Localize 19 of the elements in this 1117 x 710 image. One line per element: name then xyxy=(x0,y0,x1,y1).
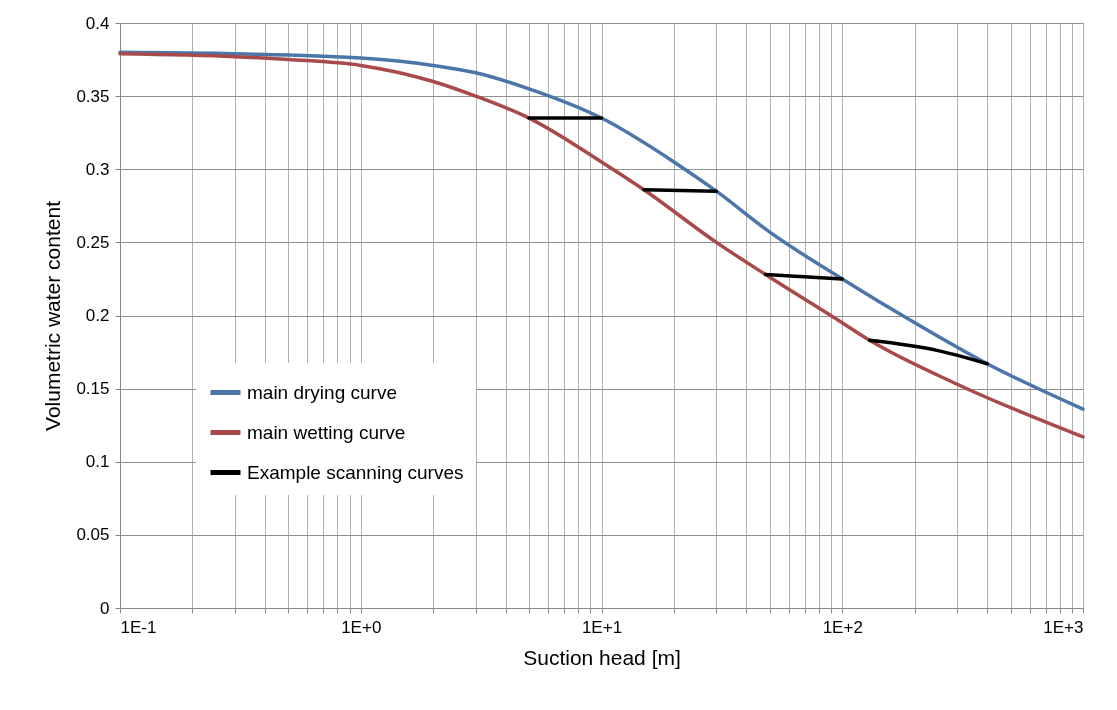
x-tick-label: 1E-1 xyxy=(120,617,157,637)
x-tick-label: 1E+1 xyxy=(581,617,623,637)
x-tick-label: 1E+3 xyxy=(1043,617,1084,637)
x-tick-label: 1E+2 xyxy=(822,617,863,637)
y-tick-label: 0.05 xyxy=(76,525,110,545)
x-tick-label: 1E+0 xyxy=(341,617,382,637)
y-tick-label: 0.25 xyxy=(76,232,110,252)
y-tick-label: 0.1 xyxy=(85,452,110,472)
y-tick-label: 0.15 xyxy=(76,379,110,399)
y-axis-title: Volumetric water content xyxy=(41,200,65,431)
legend-label: Example scanning curves xyxy=(247,461,464,483)
y-tick-label: 0.35 xyxy=(76,86,110,106)
legend-label: main wetting curve xyxy=(247,421,406,443)
legend-label: main drying curve xyxy=(247,381,397,403)
x-axis-title: Suction head [m] xyxy=(523,645,681,669)
y-tick-label: 0.2 xyxy=(85,306,110,325)
y-tick-label: 0 xyxy=(100,598,110,618)
y-tick-label: 0.4 xyxy=(85,13,110,33)
y-tick-label: 0.3 xyxy=(85,159,110,179)
